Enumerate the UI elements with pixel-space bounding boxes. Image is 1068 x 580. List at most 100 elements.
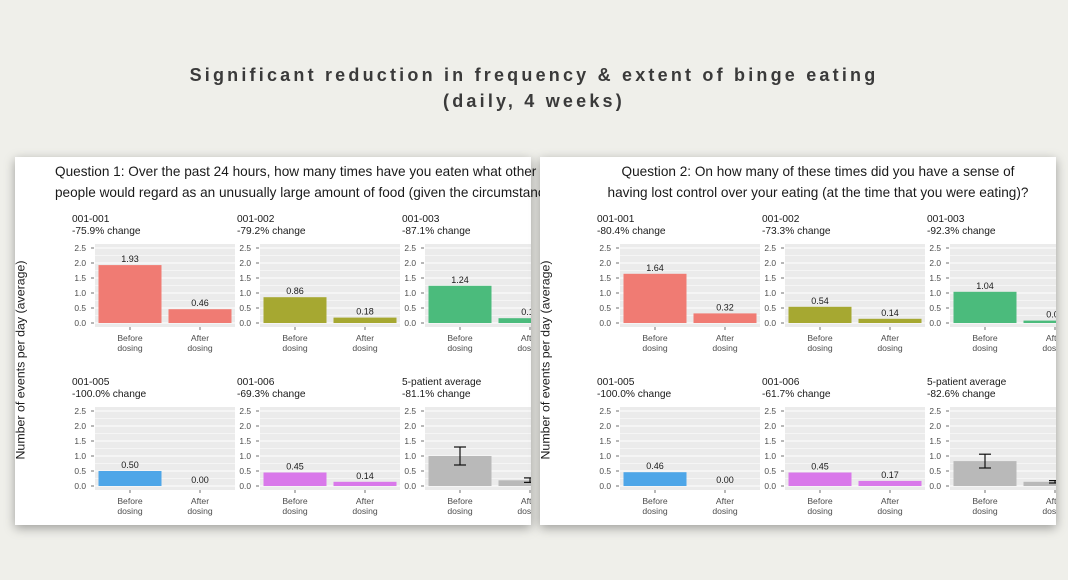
q2-facet-5-id-label: 5-patient average (927, 377, 1007, 388)
q1-facet-1-y-tick-label-0: 0.0 (239, 318, 251, 328)
q2-facet-5-y-tick-label-3: 1.5 (929, 436, 941, 446)
q2-facet-0-change-label: -80.4% change (597, 226, 666, 237)
q2-facet-2-data-label-0: 1.04 (976, 281, 994, 291)
q2-facet-4-x-tick-label-1-line-0: After (881, 496, 899, 506)
q1-facet-3-x-tick-label-1-line-0: After (191, 496, 209, 506)
q1-facet-0-data-label-1: 0.46 (191, 298, 209, 308)
question-1-title-line-2: people would regard as an unusually larg… (55, 185, 572, 200)
q1-facet-4-id-label: 001-006 (237, 377, 275, 388)
q1-facet-1-y-tick-label-5: 2.5 (239, 243, 251, 253)
q1-facet-1-x-tick-label-0-line-0: Before (282, 333, 308, 343)
q2-facet-0-x-tick-label-0-line-0: Before (642, 333, 668, 343)
q1-facet-1-data-label-0: 0.86 (286, 286, 304, 296)
q1-facet-4-x-tick-label-1-line-0: After (356, 496, 374, 506)
q1-facet-3-y-tick-label-2: 1.0 (74, 451, 86, 461)
q2-facet-1-y-tick-label-3: 1.5 (764, 273, 776, 283)
q1-facet-4-bar-1 (333, 481, 397, 486)
q1-facet-0-change-label: -75.9% change (72, 226, 141, 237)
q2-facet-0: 001-001-80.4% change 0.0 0.5 1.0 1.5 2.0 2.5 1.… (597, 214, 760, 353)
q1-facet-2-data-label-0: 1.24 (451, 275, 469, 285)
q2-facet-2-x-tick-label-0-line-1: dosing (972, 343, 998, 353)
slide-title-line-1: Significant reduction in frequency & ext… (189, 65, 879, 85)
q1-facet-0: 001-001-75.9% change 0.0 0.5 1.0 1.5 2.0 2.5 1.… (72, 214, 235, 353)
q2-facet-1-id-label: 001-002 (762, 214, 800, 225)
q1-facet-3-y-tick-label-0: 0.0 (74, 481, 86, 491)
q1-facet-2-y-tick-label-0: 0.0 (404, 318, 416, 328)
q1-facet-4-data-label-1: 0.14 (356, 471, 374, 481)
q1-facet-1: 001-002-79.2% change 0.0 0.5 1.0 1.5 2.0 2.5 0.… (237, 214, 400, 353)
q1-facet-2: 001-003-87.1% change 0.0 0.5 1.0 1.5 2.0 2.5 1.… (402, 214, 531, 353)
q1-facet-4-y-tick-label-1: 0.5 (239, 466, 251, 476)
q2-facet-2-id-label: 001-003 (927, 214, 965, 225)
q2-facet-3: 001-005-100.0% change 0.0 0.5 1.0 1.5 2.0 2.5 0… (597, 377, 760, 516)
q2-facet-3-bar-0 (623, 472, 687, 486)
q2-facet-2-x-tick-label-0-line-0: Before (972, 333, 998, 343)
q1-facet-0-bar-1 (168, 309, 232, 323)
q2-facet-2-bar-1 (1023, 320, 1056, 323)
question-2-title-line-1: Question 2: On how many of these times d… (621, 164, 1015, 179)
q2-facet-5-y-tick-label-5: 2.5 (929, 406, 941, 416)
q2-facet-3-y-tick-label-1: 0.5 (599, 466, 611, 476)
q1-facet-2-y-tick-label-4: 2.0 (404, 258, 416, 268)
q1-facet-4-y-tick-label-4: 2.0 (239, 421, 251, 431)
q1-facet-4-y-tick-label-5: 2.5 (239, 406, 251, 416)
q2-facet-3-x-tick-label-0-line-1: dosing (642, 506, 668, 516)
q1-facet-2-y-tick-label-2: 1.0 (404, 288, 416, 298)
q2-facet-4-y-tick-label-0: 0.0 (764, 481, 776, 491)
q1-facet-0-x-tick-label-0-line-1: dosing (117, 343, 143, 353)
q1-facet-2-x-tick-label-1-line-1: dosing (517, 343, 531, 353)
q2-facet-2-y-tick-label-5: 2.5 (929, 243, 941, 253)
q1-facet-0-y-tick-label-1: 0.5 (74, 303, 86, 313)
q2-facet-4-data-label-0: 0.45 (811, 462, 829, 472)
slide-title-line-2: (daily, 4 weeks) (443, 91, 625, 111)
q2-facet-4-bar-0 (788, 472, 852, 486)
q2-facet-4-y-tick-label-3: 1.5 (764, 436, 776, 446)
q2-facet-3-x-tick-label-1-line-0: After (716, 496, 734, 506)
q1-facet-5-id-label: 5-patient average (402, 377, 482, 388)
q1-facet-5-x-tick-label-0-line-1: dosing (447, 506, 473, 516)
q1-facet-1-data-label-1: 0.18 (356, 307, 374, 317)
q1-facet-3-bar-0 (98, 471, 162, 486)
q1-facet-2-change-label: -87.1% change (402, 226, 471, 237)
q2-facet-0-data-label-0: 1.64 (646, 263, 664, 273)
q2-facet-4-x-tick-label-1-line-1: dosing (877, 506, 903, 516)
q1-facet-2-y-tick-label-5: 2.5 (404, 243, 416, 253)
question-1-chart: 001-001-75.9% change 0.0 0.5 1.0 1.5 2.0 2.5 1.… (72, 214, 531, 516)
q1-facet-1-x-tick-label-1-line-1: dosing (352, 343, 378, 353)
q2-facet-3-change-label: -100.0% change (597, 389, 672, 400)
q2-facet-0-y-tick-label-5: 2.5 (599, 243, 611, 253)
q2-facet-2-x-tick-label-1-line-0: After (1046, 333, 1056, 343)
q1-facet-0-y-tick-label-4: 2.0 (74, 258, 86, 268)
q1-facet-3: 001-005-100.0% change 0.0 0.5 1.0 1.5 2.0 2.5 0… (72, 377, 235, 516)
q2-facet-1-y-tick-label-1: 0.5 (764, 303, 776, 313)
q1-facet-4: 001-006-69.3% change 0.0 0.5 1.0 1.5 2.0 2.5 0.… (237, 377, 400, 516)
q1-facet-3-y-tick-label-5: 2.5 (74, 406, 86, 416)
q2-facet-3-y-tick-label-2: 1.0 (599, 451, 611, 461)
q2-facet-4: 001-006-61.7% change 0.0 0.5 1.0 1.5 2.0 2.5 0.… (762, 377, 925, 516)
q2-facet-0-id-label: 001-001 (597, 214, 635, 225)
q2-facet-3-x-tick-label-1-line-1: dosing (712, 506, 738, 516)
q2-facet-2-y-tick-label-0: 0.0 (929, 318, 941, 328)
q1-facet-3-x-tick-label-1-line-1: dosing (187, 506, 213, 516)
q2-facet-0-y-tick-label-2: 1.0 (599, 288, 611, 298)
q2-facet-0-x-tick-label-1-line-0: After (716, 333, 734, 343)
q1-facet-2-bar-0 (428, 285, 492, 323)
q1-facet-0-y-tick-label-5: 2.5 (74, 243, 86, 253)
q1-facet-0-data-label-0: 1.93 (121, 254, 139, 264)
q2-facet-5: 5-patient average-82.6% change 0.0 0.5 1.0 1… (927, 377, 1056, 516)
q1-facet-5-x-tick-label-0-line-0: Before (447, 496, 473, 506)
q2-facet-4-x-tick-label-0-line-1: dosing (807, 506, 833, 516)
q2-facet-5-bar-1 (1023, 481, 1056, 486)
q2-facet-5-y-tick-label-0: 0.0 (929, 481, 941, 491)
q1-facet-2-x-tick-label-1-line-0: After (521, 333, 531, 343)
q2-facet-4-data-label-1: 0.17 (881, 470, 899, 480)
q2-facet-3-y-tick-label-4: 2.0 (599, 421, 611, 431)
q1-facet-1-y-tick-label-3: 1.5 (239, 273, 251, 283)
q2-facet-3-data-label-1: 0.00 (716, 475, 734, 485)
q1-facet-5-y-tick-label-1: 0.5 (404, 466, 416, 476)
question-1-panel: Question 1: Over the past 24 hours, how … (14, 157, 572, 525)
q1-facet-3-y-tick-label-3: 1.5 (74, 436, 86, 446)
q2-facet-1-y-tick-label-4: 2.0 (764, 258, 776, 268)
q2-facet-3-x-tick-label-0-line-0: Before (642, 496, 668, 506)
q1-facet-3-data-label-1: 0.00 (191, 475, 209, 485)
